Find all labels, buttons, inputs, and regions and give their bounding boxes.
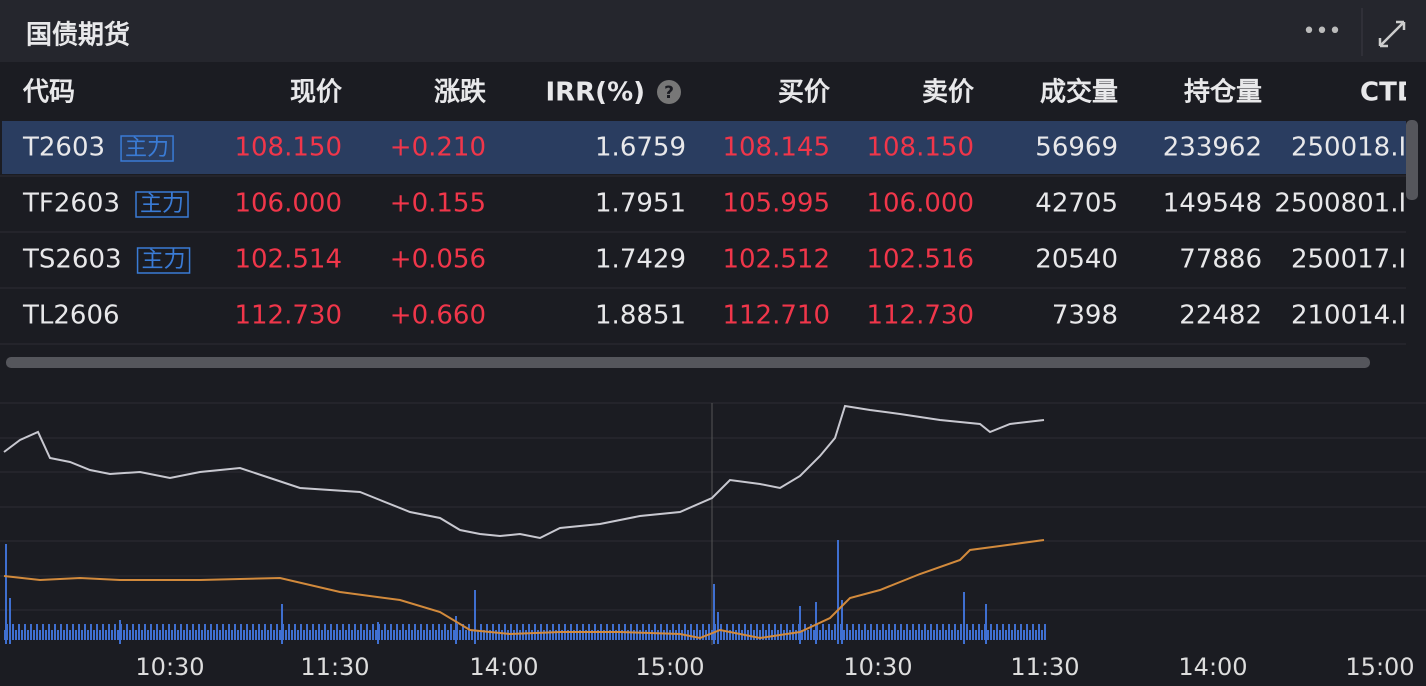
cell: +0.660: [390, 301, 486, 331]
cell: 7398: [1052, 301, 1118, 331]
badge-box: [135, 191, 189, 218]
help-icon-mark: ?: [664, 83, 674, 103]
column-header: 持仓量: [1184, 77, 1262, 108]
cell: 1.7951: [595, 189, 686, 219]
cell: 56969: [1035, 133, 1118, 163]
column-header: CTD: [1360, 78, 1418, 108]
more-button[interactable]: •••: [1303, 19, 1342, 44]
cell: 250018.IB: [1291, 133, 1424, 163]
selected-row: [2, 121, 1406, 174]
code: TF2603: [22, 189, 120, 219]
badge-box: [136, 247, 191, 274]
badge: 主力: [125, 136, 169, 161]
help-icon: [657, 80, 681, 104]
cell: 102.512: [722, 245, 830, 275]
cell: 106.000: [234, 189, 342, 219]
code: TL2606: [22, 301, 120, 331]
table: 代码 现价 涨跌 IRR(%) 买价 卖价 成交量 持仓量 CTD? T2603 主力 108.150…: [0, 77, 1424, 345]
x-axis: 10:30 11:30 14:00 15:00 10:30 11:30 14:00 15:00: [135, 653, 1414, 681]
volume-spikes: [5, 540, 987, 644]
cell: 105.995: [722, 189, 830, 219]
badge-box: [120, 135, 174, 162]
cell: 2500801.IB: [1274, 189, 1424, 219]
h-scrollbar[interactable]: [6, 357, 1370, 368]
x-label: 10:30: [843, 653, 912, 681]
price-line: [3, 404, 1045, 540]
cell: 233962: [1163, 133, 1262, 163]
cell: 77886: [1179, 245, 1262, 275]
cell: 22482: [1179, 301, 1262, 331]
x-label: 10:30: [135, 653, 204, 681]
header-bar: [0, 0, 1426, 62]
cell: 42705: [1035, 189, 1118, 219]
column-header: 卖价: [922, 78, 975, 108]
x-label: 15:00: [635, 653, 704, 681]
cell: 108.145: [722, 133, 830, 163]
avg-line: [3, 539, 1045, 640]
column-header: 代码: [22, 78, 75, 108]
cell: 108.150: [866, 133, 974, 163]
column-header: 成交量: [1040, 77, 1118, 108]
cell: 106.000: [866, 189, 974, 219]
column-header: IRR(%): [545, 78, 645, 108]
cell: 1.7429: [595, 245, 686, 275]
x-label: 11:30: [1010, 653, 1079, 681]
x-label: 15:00: [1345, 653, 1414, 681]
column-header: 买价: [778, 78, 831, 108]
x-label: 14:00: [469, 653, 538, 681]
badge: 主力: [140, 192, 184, 217]
panel-title: 国债期货: [26, 20, 130, 51]
expand-button[interactable]: [1378, 20, 1406, 48]
cell: 112.730: [866, 301, 974, 331]
cell: +0.155: [390, 189, 486, 219]
v-scrollbar[interactable]: [1406, 120, 1418, 200]
cell: 20540: [1035, 245, 1118, 275]
cell: 112.730: [234, 301, 342, 331]
x-label: 14:00: [1178, 653, 1247, 681]
cell: 1.8851: [595, 301, 686, 331]
cell: 102.514: [234, 245, 342, 275]
cell: +0.210: [390, 133, 486, 163]
cell: 102.516: [866, 245, 974, 275]
cell: 250017.IB: [1291, 245, 1424, 275]
x-label: 11:30: [300, 653, 369, 681]
column-header: 现价: [290, 78, 343, 108]
cell: 1.6759: [595, 133, 686, 163]
code: TS2603: [22, 245, 122, 275]
cell: +0.056: [390, 245, 486, 275]
cell: 149548: [1163, 189, 1262, 219]
code: T2603: [22, 133, 105, 163]
column-header: 涨跌: [434, 78, 486, 108]
badge: 主力: [142, 248, 186, 273]
cell: 210014.IB: [1291, 301, 1424, 331]
cell: 112.710: [722, 301, 830, 331]
cell: 108.150: [234, 133, 342, 163]
